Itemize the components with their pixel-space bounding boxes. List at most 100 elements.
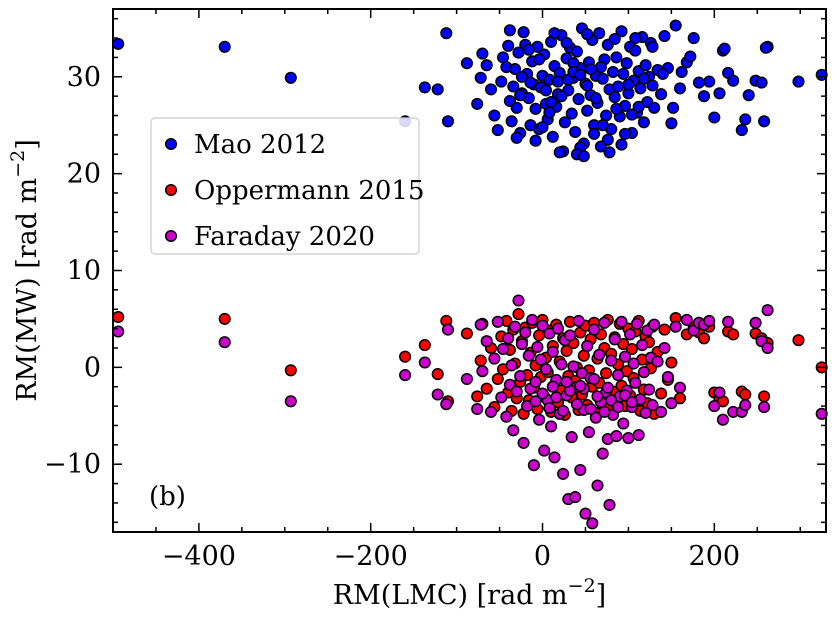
data-point-s2-21: [505, 359, 518, 372]
data-point-s2-111: [673, 381, 687, 394]
tick-labels: −400 −200 0 200 −10 0 10 20 30: [44, 62, 740, 572]
legend-label: Mao 2012: [194, 130, 326, 160]
data-point-s2-33: [526, 313, 539, 326]
data-point-s2-40: [538, 444, 551, 457]
data-point-s0-147: [622, 78, 635, 91]
data-point-s2-41: [539, 363, 553, 376]
data-point-s0-9: [471, 97, 484, 110]
data-point-s0-177: [618, 127, 632, 140]
data-point-s0-82: [610, 51, 623, 64]
data-point-s2-6: [440, 398, 453, 411]
data-point-s0-116: [703, 75, 716, 88]
data-point-s2-66: [582, 426, 595, 439]
data-point-s0-52: [558, 116, 571, 129]
data-point-s0-11: [476, 47, 489, 60]
data-point-s0-178: [625, 108, 638, 121]
panel-label: (b): [149, 482, 186, 512]
data-point-s2-87: [618, 350, 632, 363]
data-point-s2-147: [574, 379, 587, 392]
data-point-s2-38: [534, 353, 547, 366]
data-point-s2-128: [761, 341, 774, 355]
data-point-s2-31: [522, 349, 535, 362]
data-point-s0-170: [577, 150, 590, 163]
x-tick-label: −200: [334, 541, 408, 572]
data-point-s0-165: [555, 90, 568, 103]
data-point-s2-27: [515, 338, 528, 351]
data-point-s2-148: [588, 372, 601, 386]
data-point-s0-114: [692, 76, 705, 89]
x-axis-label-sup: −2: [568, 575, 596, 597]
data-point-s0-88: [620, 57, 633, 70]
data-point-s0-160: [524, 76, 537, 89]
data-point-s0-152: [667, 101, 680, 114]
y-tick-label: −10: [44, 449, 101, 480]
data-point-s0-175: [603, 146, 616, 159]
data-point-s2-2: [284, 395, 297, 408]
y-axis-label-end: ]: [12, 139, 43, 150]
data-point-s2-83: [612, 369, 625, 382]
data-point-s2-130: [529, 395, 542, 408]
data-point-s2-103: [646, 399, 659, 412]
data-point-s2-93: [629, 376, 642, 389]
data-point-s0-163: [545, 95, 558, 109]
data-point-s0-156: [742, 89, 755, 102]
data-point-s2-109: [665, 397, 678, 410]
data-point-s0-169: [574, 68, 587, 81]
y-axis-label-sup: −2: [7, 150, 29, 178]
y-tick-label: 0: [84, 352, 101, 383]
data-point-s0-122: [735, 124, 748, 137]
data-point-s2-51: [557, 467, 570, 480]
data-point-s2-8: [460, 372, 473, 386]
data-point-s0-164: [551, 75, 565, 88]
data-point-s1-109: [665, 356, 678, 369]
data-point-s0-111: [673, 82, 687, 95]
data-point-s2-26: [514, 370, 527, 383]
data-point-s2-58: [569, 491, 582, 504]
data-point-s2-75: [598, 316, 611, 329]
data-point-s1-107: [658, 323, 671, 336]
data-point-s2-19: [502, 332, 515, 345]
data-point-s0-60: [572, 93, 585, 106]
data-point-s0-133: [529, 134, 542, 147]
data-point-s1-128: [792, 334, 805, 347]
data-point-s0-137: [553, 146, 566, 159]
x-tick-label: −400: [162, 541, 236, 572]
data-point-s2-136: [570, 398, 583, 411]
data-point-s2-99: [639, 406, 652, 419]
data-point-s1-126: [758, 390, 771, 403]
data-point-s2-101: [642, 383, 656, 396]
data-point-s0-173: [589, 92, 602, 105]
data-point-s0-1: [218, 40, 231, 53]
x-axis-label-main: RM(LMC) [rad m: [333, 580, 568, 611]
data-point-s0-141: [581, 28, 594, 41]
legend-entry: Mao 2012: [164, 130, 326, 160]
data-point-s0-146: [615, 138, 628, 151]
data-point-s0-45: [546, 130, 559, 143]
data-point-s2-107: [658, 341, 671, 355]
data-point-s0-59: [570, 45, 583, 58]
data-point-s2-18: [500, 410, 513, 423]
data-point-s2-112: [680, 313, 693, 326]
data-point-s2-126: [758, 401, 771, 414]
data-point-s2-71: [591, 479, 604, 492]
data-point-s2-106: [655, 405, 668, 418]
data-point-s2-95: [632, 429, 645, 442]
data-point-s2-108: [661, 370, 674, 384]
data-point-s0-28: [517, 26, 530, 39]
data-point-s2-94: [630, 317, 644, 330]
data-point-s0-136: [548, 27, 561, 40]
data-point-s0-142: [588, 127, 601, 140]
data-point-s2-68: [586, 517, 599, 530]
data-point-s0-23: [508, 62, 522, 76]
data-point-s2-14: [488, 352, 501, 365]
data-point-s0-148: [629, 32, 642, 45]
data-point-s2-119: [716, 413, 729, 426]
data-point-s0-171: [581, 79, 594, 92]
data-point-s2-15: [491, 315, 504, 328]
data-point-s2-85: [615, 315, 628, 328]
data-point-s1-15: [491, 372, 504, 386]
data-point-s0-93: [629, 44, 642, 57]
data-point-s0-149: [637, 72, 650, 85]
data-point-s2-56: [565, 431, 578, 444]
legend-marker: [164, 183, 178, 197]
